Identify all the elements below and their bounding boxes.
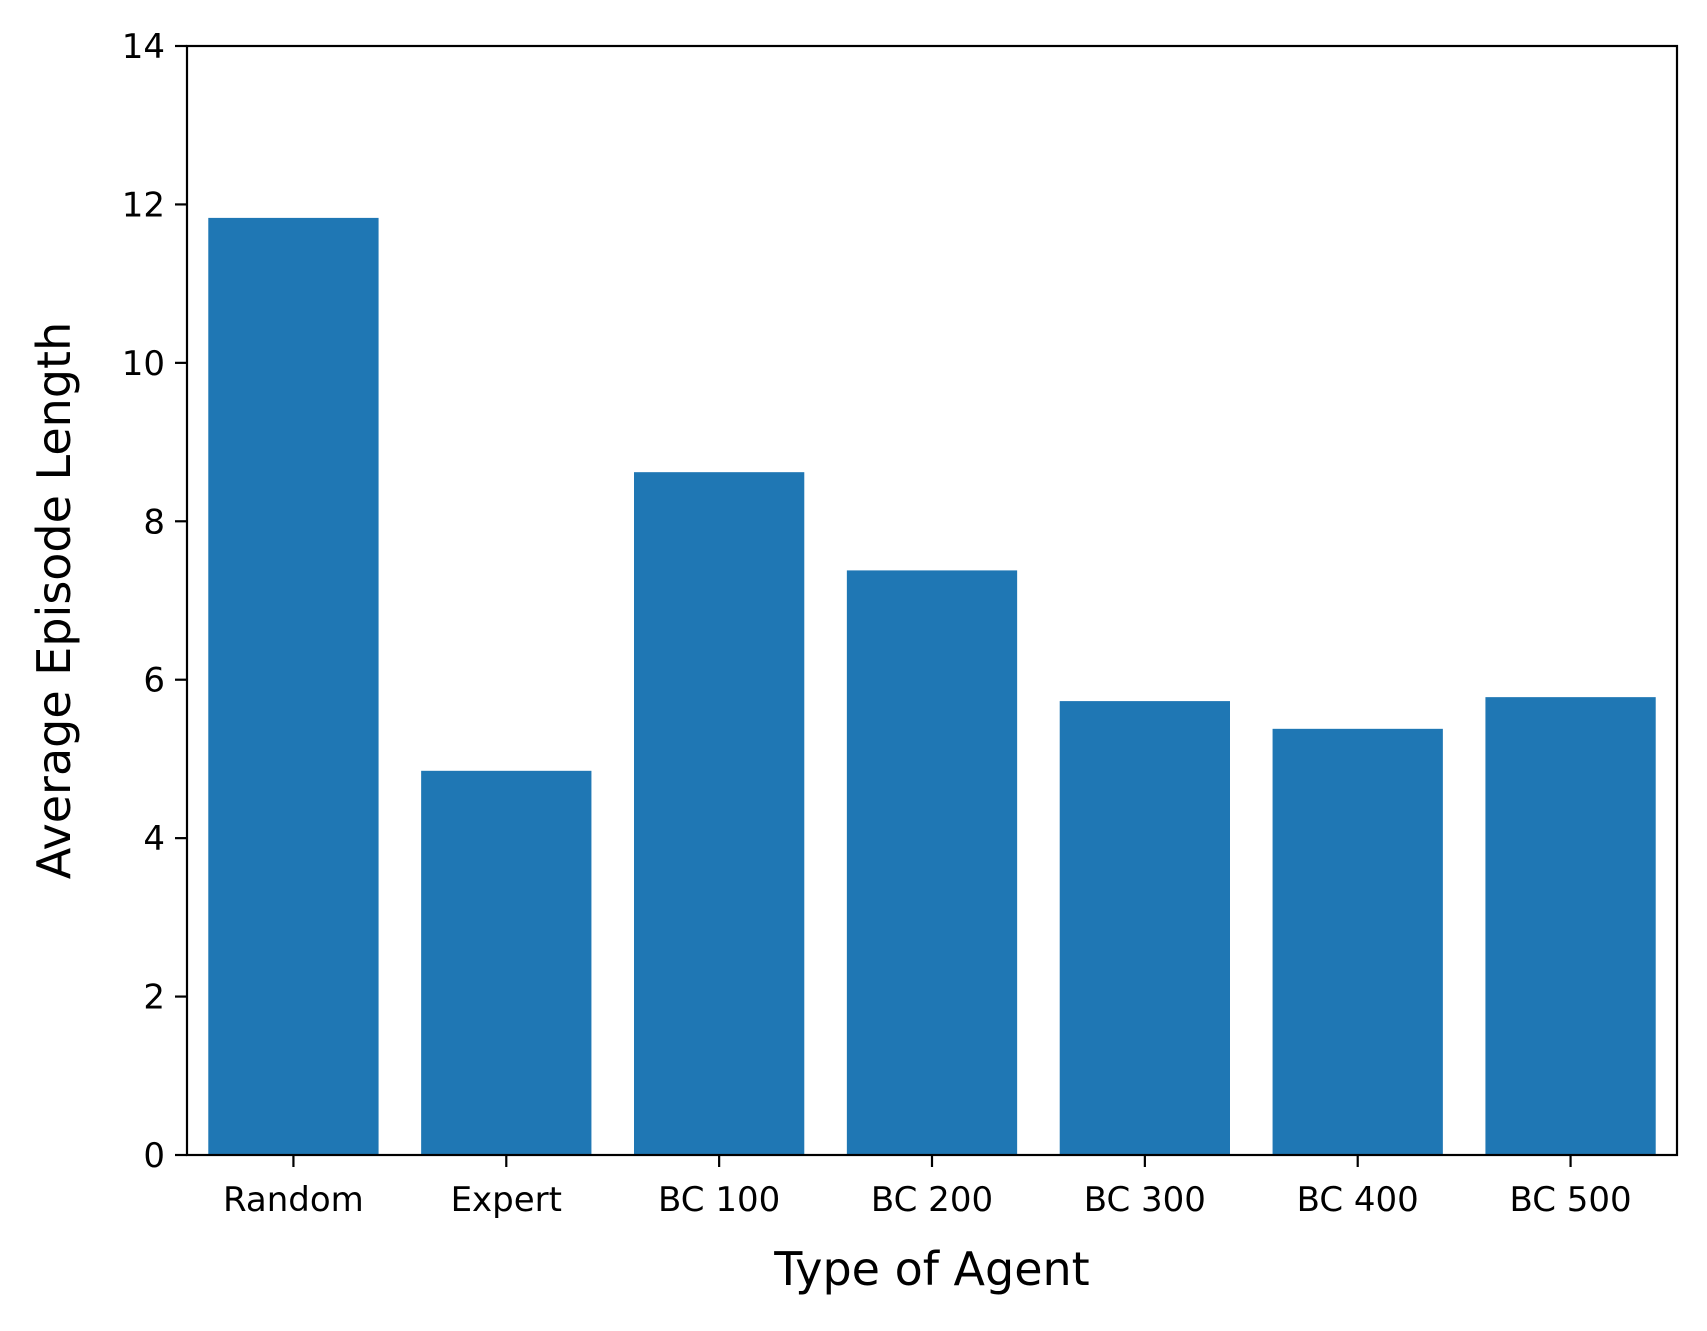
x-tick-label: BC 500 [1509, 1180, 1631, 1220]
x-axis-title: Type of Agent [773, 1242, 1089, 1296]
bar-bc-400 [1272, 728, 1443, 1155]
y-tick-label: 12 [122, 185, 165, 225]
y-tick-label: 0 [143, 1136, 165, 1176]
bar-bc-300 [1059, 701, 1230, 1155]
y-tick-label: 2 [143, 978, 165, 1018]
bar-bc-100 [634, 472, 805, 1155]
x-tick-label: BC 300 [1084, 1180, 1206, 1220]
x-tick-label: BC 200 [871, 1180, 993, 1220]
y-axis-title: Average Episode Length [27, 322, 81, 879]
y-tick-label: 10 [122, 344, 165, 384]
x-tick-label: BC 100 [658, 1180, 780, 1220]
x-axis: Random Expert BC 100 BC 200 BC 300 BC 400 BC 5… [223, 1155, 1632, 1220]
y-tick-label: 4 [143, 819, 165, 859]
x-tick-label: Expert [451, 1180, 562, 1220]
x-tick-label: BC 400 [1297, 1180, 1419, 1220]
x-tick-label: Random [223, 1180, 364, 1220]
y-tick-label: 14 [122, 27, 165, 67]
bars-layer [208, 217, 1656, 1155]
bar-bc-200 [846, 570, 1018, 1155]
bar-random [208, 217, 379, 1155]
bar-bc-500 [1485, 697, 1656, 1155]
y-tick-label: 6 [143, 661, 165, 701]
y-axis: 0 2 4 6 8 10 12 14 [122, 27, 187, 1176]
bar-expert [421, 770, 592, 1155]
y-tick-label: 8 [143, 502, 165, 542]
